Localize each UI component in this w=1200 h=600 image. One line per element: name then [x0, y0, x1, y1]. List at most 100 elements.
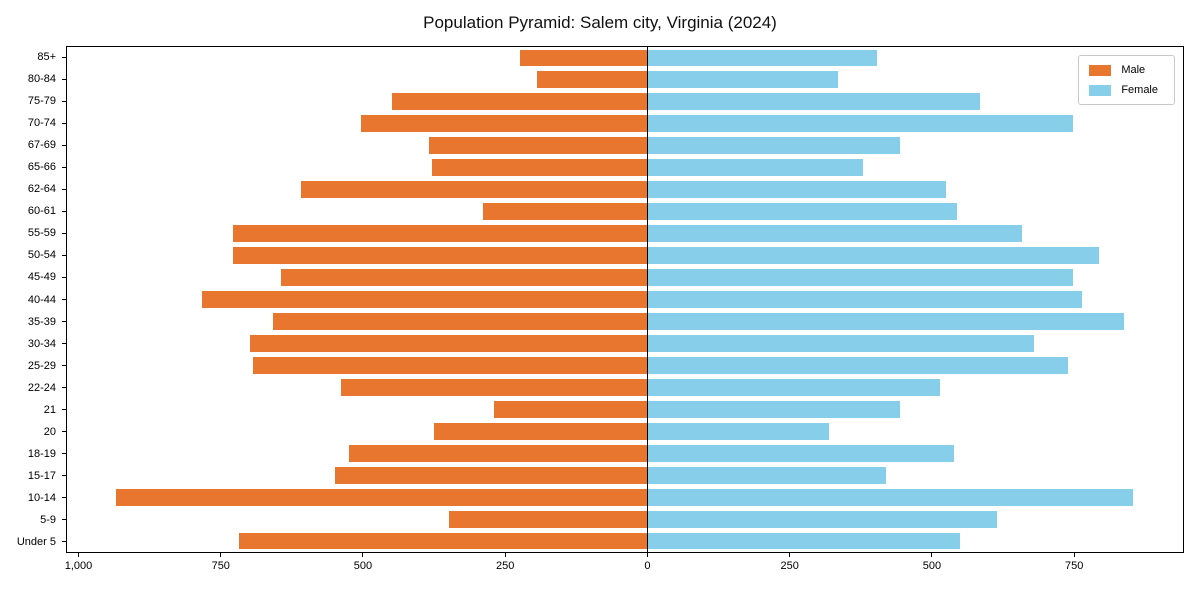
y-tick-mark — [62, 100, 66, 102]
x-tick-mark — [78, 553, 80, 557]
legend-item-male: Male — [1089, 64, 1164, 76]
x-tick-mark — [362, 553, 364, 557]
x-tick-label: 1,000 — [64, 560, 93, 572]
y-tick-mark — [62, 387, 66, 389]
bar-male — [238, 532, 648, 550]
x-tick-label: 500 — [353, 560, 373, 572]
bar-male — [360, 115, 648, 133]
x-tick-label: 0 — [644, 560, 651, 572]
y-tick-label: 5-9 — [40, 513, 56, 526]
x-tick-mark — [931, 553, 933, 557]
y-tick-label: 65-66 — [27, 161, 56, 174]
bar-male — [232, 247, 648, 265]
y-tick-label: 10-14 — [27, 491, 56, 504]
bars-container — [67, 47, 1183, 552]
y-tick-mark — [62, 321, 66, 323]
y-tick-label: 18-19 — [27, 447, 56, 460]
bar-female — [647, 71, 838, 89]
bar-female — [647, 137, 901, 155]
chart-title: Population Pyramid: Salem city, Virginia… — [423, 13, 777, 32]
x-tick-mark — [504, 553, 506, 557]
female-swatch-icon — [1089, 84, 1112, 96]
bar-male — [281, 269, 648, 286]
y-tick-mark — [62, 431, 66, 433]
x-tick-label: 750 — [211, 560, 230, 572]
bar-male — [349, 444, 648, 462]
bar-male — [519, 49, 648, 67]
y-tick-mark — [62, 365, 66, 367]
x-tick-mark — [1073, 553, 1075, 557]
y-tick-mark — [62, 166, 66, 168]
bar-male — [448, 510, 648, 528]
y-tick-label: Under 5 — [16, 535, 56, 548]
bar-female — [647, 159, 864, 177]
y-tick-mark — [62, 453, 66, 455]
bar-female — [647, 269, 1074, 286]
bar-male — [116, 488, 648, 506]
bar-female — [647, 422, 830, 440]
bar-female — [647, 49, 878, 67]
bar-female — [647, 378, 940, 396]
y-tick-label: 30-34 — [27, 337, 56, 350]
bar-female — [647, 334, 1034, 352]
bar-female — [647, 532, 960, 550]
bar-female — [647, 313, 1125, 330]
x-tick-label: 500 — [922, 560, 942, 572]
y-tick-mark — [62, 343, 66, 345]
bar-female — [647, 115, 1074, 133]
bar-female — [647, 400, 901, 418]
legend-item-female: Female — [1089, 84, 1164, 96]
y-tick-label: 22-24 — [27, 381, 56, 394]
bar-male — [434, 422, 648, 440]
bar-male — [482, 203, 648, 221]
y-tick-label: 25-29 — [27, 359, 56, 372]
y-tick-label: 20 — [43, 425, 56, 438]
y-tick-label: 50-54 — [27, 249, 56, 262]
y-tick-mark — [62, 144, 66, 146]
y-tick-label: 40-44 — [27, 293, 56, 306]
bar-female — [647, 510, 997, 528]
y-axis-labels: 85+ 80-84 75-79 70-74 67-69 65-66 62-64 60-61 55… — [0, 46, 66, 553]
y-tick-label: 70-74 — [27, 117, 56, 130]
x-tick-mark — [220, 553, 222, 557]
y-tick-mark — [62, 210, 66, 212]
x-axis-ticks: 1,000 750 500 250 0 250 500 750 — [64, 553, 1184, 583]
y-tick-label: 45-49 — [27, 271, 56, 284]
y-tick-mark — [62, 497, 66, 499]
legend-label-female: Female — [1121, 84, 1158, 96]
x-tick-label: 250 — [496, 560, 515, 572]
y-tick-mark — [62, 188, 66, 190]
bar-male — [300, 181, 648, 199]
bar-female — [647, 225, 1023, 243]
legend: Male Female — [1078, 55, 1175, 105]
bar-male — [340, 378, 648, 396]
y-tick-mark — [62, 78, 66, 80]
legend-label-male: Male — [1121, 64, 1146, 76]
y-tick-label: 67-69 — [27, 139, 56, 152]
y-tick-label: 21 — [43, 403, 56, 416]
y-tick-mark — [62, 254, 66, 256]
bar-male — [249, 334, 648, 352]
y-tick-mark — [62, 519, 66, 521]
bar-female — [647, 444, 955, 462]
y-tick-mark — [62, 232, 66, 234]
bar-male — [201, 291, 648, 308]
bar-female — [647, 466, 886, 484]
bar-male — [536, 71, 648, 89]
bar-male — [252, 356, 648, 374]
y-tick-mark — [62, 541, 66, 543]
bar-male — [335, 466, 648, 484]
bar-male — [494, 400, 648, 418]
bar-female — [647, 93, 980, 111]
y-tick-mark — [62, 475, 66, 477]
bar-female — [647, 181, 946, 199]
bar-male — [431, 159, 648, 177]
y-tick-label: 75-79 — [27, 95, 56, 108]
y-tick-label: 60-61 — [27, 205, 56, 218]
y-tick-mark — [62, 56, 66, 58]
bar-male — [391, 93, 648, 111]
bar-female — [647, 291, 1082, 308]
y-tick-label: 35-39 — [27, 315, 56, 328]
y-tick-mark — [62, 409, 66, 411]
y-tick-mark — [62, 276, 66, 278]
